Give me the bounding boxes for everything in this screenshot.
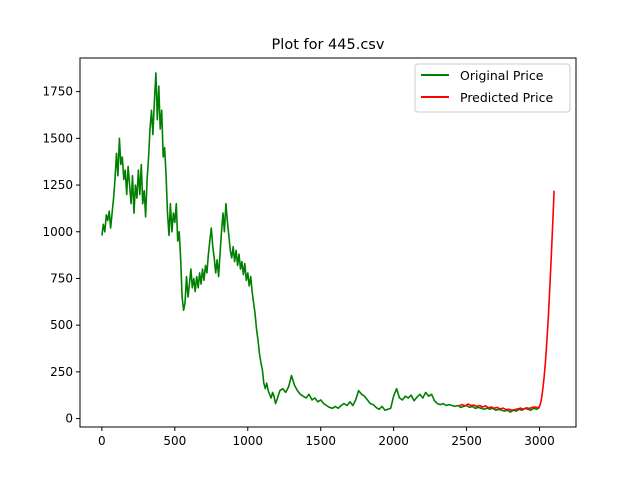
chart-title: Plot for 445.csv bbox=[272, 37, 385, 53]
x-tick-label: 2000 bbox=[378, 434, 409, 448]
y-tick-label: 0 bbox=[65, 412, 73, 426]
legend-box bbox=[414, 63, 571, 113]
y-axis: 0 250 500 750 1000 1250 1500 1750 bbox=[42, 85, 80, 426]
x-tick-label: 2500 bbox=[451, 434, 482, 448]
axes-frame bbox=[79, 57, 577, 428]
y-tick-label: 500 bbox=[50, 318, 73, 332]
y-tick-label: 1500 bbox=[42, 131, 73, 145]
series-line-original-price bbox=[101, 72, 540, 413]
y-tick-label: 1250 bbox=[42, 178, 73, 192]
x-tick-label: 3000 bbox=[524, 434, 555, 448]
x-tick-label: 1500 bbox=[305, 434, 336, 448]
legend-label-original-price: Original Price bbox=[460, 68, 544, 83]
legend-label-predicted-price: Predicted Price bbox=[460, 90, 553, 105]
legend: Original Price Predicted Price bbox=[414, 63, 571, 113]
x-tick-label: 1000 bbox=[232, 434, 263, 448]
series-line-predicted-price bbox=[459, 190, 555, 412]
y-tick-label: 750 bbox=[50, 271, 73, 285]
x-tick-label: 500 bbox=[163, 434, 186, 448]
x-tick-label: 0 bbox=[98, 434, 106, 448]
y-tick-label: 1000 bbox=[42, 225, 73, 239]
y-tick-label: 1750 bbox=[42, 85, 73, 99]
y-tick-label: 250 bbox=[50, 365, 73, 379]
x-axis: 0 500 1000 1500 2000 2500 3000 bbox=[98, 427, 555, 448]
series-layer bbox=[101, 72, 555, 413]
